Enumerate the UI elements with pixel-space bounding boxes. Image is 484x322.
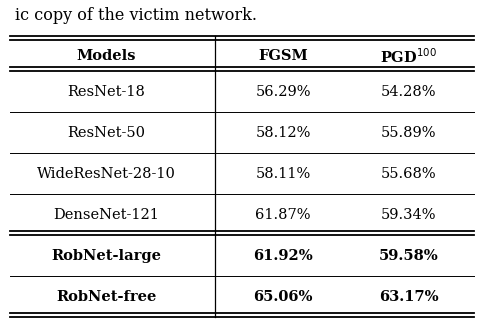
Text: 59.58%: 59.58% [379,249,439,263]
Text: DenseNet-121: DenseNet-121 [54,208,159,222]
Text: 63.17%: 63.17% [379,290,439,304]
Text: ResNet-18: ResNet-18 [68,85,145,99]
Text: RobNet-free: RobNet-free [56,290,157,304]
Text: 55.68%: 55.68% [381,167,437,181]
Text: 59.34%: 59.34% [381,208,437,222]
Text: 54.28%: 54.28% [381,85,437,99]
Text: 61.92%: 61.92% [253,249,313,263]
Text: 58.11%: 58.11% [256,167,311,181]
Text: 55.89%: 55.89% [381,126,437,140]
Text: RobNet-large: RobNet-large [51,249,162,263]
Text: PGD$^{100}$: PGD$^{100}$ [380,47,438,66]
Text: 56.29%: 56.29% [256,85,311,99]
Text: ic copy of the victim network.: ic copy of the victim network. [15,7,257,24]
Text: 58.12%: 58.12% [256,126,311,140]
Text: 65.06%: 65.06% [254,290,313,304]
Text: FGSM: FGSM [258,49,308,63]
Text: Models: Models [77,49,136,63]
Text: ResNet-50: ResNet-50 [67,126,146,140]
Text: 61.87%: 61.87% [256,208,311,222]
Text: WideResNet-28-10: WideResNet-28-10 [37,167,176,181]
